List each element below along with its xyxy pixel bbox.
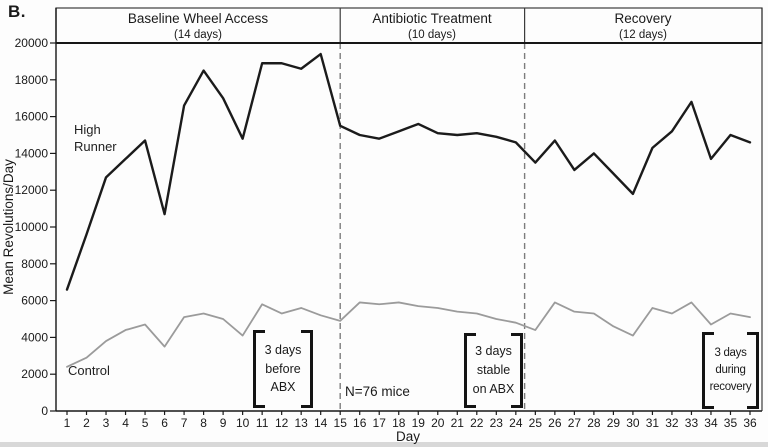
- x-tick-label: 12: [275, 416, 289, 430]
- x-tick-label: 16: [353, 416, 367, 430]
- x-tick-label: 13: [294, 416, 308, 430]
- scan-edge-strip: [0, 442, 768, 447]
- y-tick-label: 14000: [15, 146, 49, 160]
- series-line-high-runner: [65, 52, 752, 291]
- phase-duration: (10 days): [408, 28, 456, 41]
- y-tick-label: 10000: [15, 220, 49, 234]
- x-tick-label: 30: [626, 416, 640, 430]
- phase-header-baseline: Baseline Wheel Access (14 days): [56, 10, 340, 42]
- x-tick-label: 19: [412, 416, 426, 430]
- x-tick-label: 15: [334, 416, 348, 430]
- panel-label: B.: [8, 2, 26, 21]
- phase-title: Recovery: [614, 11, 672, 26]
- sample-size-note: N=76 mice: [345, 384, 410, 399]
- series-label-control: Control: [68, 363, 110, 378]
- x-tick-label: 27: [568, 416, 582, 430]
- x-tick-label: 8: [200, 416, 207, 430]
- x-tick-label: 5: [142, 416, 149, 430]
- x-tick-label: 1: [64, 416, 71, 430]
- x-tick-label: 7: [181, 416, 188, 430]
- annotation-stable-on-abx: 3 days stable on ABX: [464, 333, 523, 408]
- y-axis-title: Mean Revolutions/Day: [1, 159, 16, 295]
- annotation-line: 3 days: [475, 344, 512, 359]
- phase-title: Antibiotic Treatment: [372, 11, 492, 26]
- x-tick-label: 36: [743, 416, 757, 430]
- x-tick-label: 23: [490, 416, 504, 430]
- x-tick-label: 14: [314, 416, 328, 430]
- x-tick-label: 31: [646, 416, 660, 430]
- phase-header-recovery: Recovery (12 days): [524, 10, 762, 42]
- y-tick-label: 16000: [15, 110, 49, 124]
- phase-title: Baseline Wheel Access: [127, 11, 269, 26]
- x-tick-label: 25: [529, 416, 543, 430]
- x-tick-label: 9: [220, 416, 227, 430]
- x-tick-label: 35: [724, 416, 738, 430]
- annotation-before-abx: 3 days before ABX: [253, 330, 313, 408]
- x-tick-label: 24: [509, 416, 523, 430]
- x-tick-label: 21: [451, 416, 465, 430]
- x-tick-label: 28: [587, 416, 601, 430]
- annotation-line: ABX: [270, 380, 296, 395]
- left-bracket-icon: [464, 333, 476, 408]
- annotation-during-recovery: 3 days during recovery: [702, 332, 759, 409]
- right-bracket-icon: [301, 330, 313, 408]
- phase-duration: (12 days): [619, 28, 667, 41]
- x-tick-label: 26: [548, 416, 562, 430]
- annotation-line: 3 days: [714, 346, 747, 359]
- annotation-text: 3 days during recovery: [707, 332, 754, 409]
- y-tick-label: 6000: [21, 294, 48, 308]
- x-tick-label: 4: [122, 416, 129, 430]
- series-label-high-runner: High Runner: [74, 122, 117, 154]
- x-tick-label: 32: [665, 416, 679, 430]
- x-tick-label: 18: [392, 416, 406, 430]
- right-bracket-icon: [747, 332, 759, 409]
- x-tick-label: 34: [704, 416, 718, 430]
- x-tick-label: 33: [685, 416, 699, 430]
- phase-header-antibiotic: Antibiotic Treatment (10 days): [340, 10, 524, 42]
- annotation-line: 3 days: [264, 342, 302, 357]
- y-tick-label: 4000: [21, 330, 48, 344]
- y-tick-label: 0: [41, 404, 48, 418]
- annotation-text: 3 days before ABX: [258, 330, 308, 408]
- x-tick-label: 17: [373, 416, 387, 430]
- y-tick-label: 20000: [15, 36, 49, 50]
- annotation-line: stable: [476, 363, 511, 378]
- x-tick-label: 6: [161, 416, 168, 430]
- annotation-text: 3 days stable on ABX: [469, 333, 518, 408]
- x-tick-label: 10: [236, 416, 250, 430]
- y-tick-label: 2000: [21, 367, 48, 381]
- x-tick-label: 29: [607, 416, 621, 430]
- left-bracket-icon: [253, 330, 265, 408]
- x-tick-label: 2: [83, 416, 90, 430]
- x-axis-title: Day: [396, 429, 420, 444]
- y-tick-label: 18000: [15, 73, 49, 87]
- phase-duration: (14 days): [174, 28, 222, 41]
- annotation-line: during: [715, 363, 746, 376]
- annotation-line: on ABX: [472, 381, 515, 396]
- annotation-line: recovery: [709, 381, 752, 394]
- right-bracket-icon: [511, 333, 523, 408]
- x-tick-label: 3: [103, 416, 110, 430]
- x-tick-label: 22: [470, 416, 484, 430]
- series-line-control: [66, 301, 751, 368]
- y-tick-label: 8000: [21, 257, 48, 271]
- x-tick-label: 20: [431, 416, 445, 430]
- annotation-line: before: [265, 361, 301, 376]
- left-bracket-icon: [702, 332, 714, 409]
- y-tick-label: 12000: [15, 183, 49, 197]
- x-tick-label: 11: [256, 416, 269, 430]
